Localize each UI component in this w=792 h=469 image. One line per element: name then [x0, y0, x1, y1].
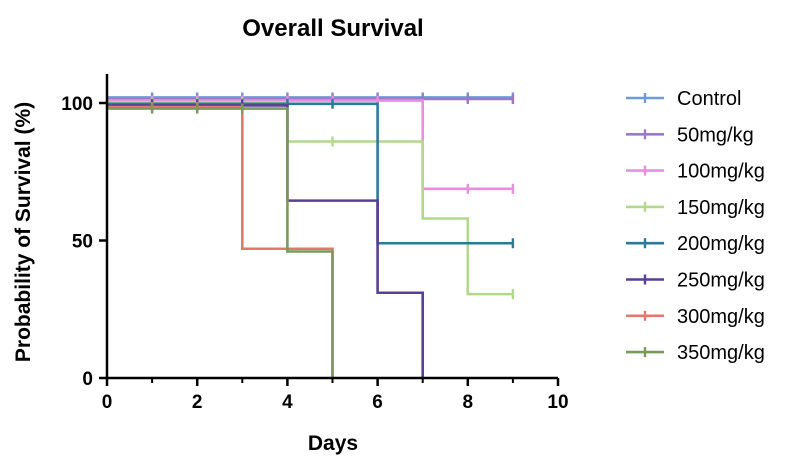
legend-label: 250mg/kg — [677, 270, 765, 292]
legend-label: Control — [677, 88, 741, 110]
y-axis-label: Probability of Survival (%) — [12, 102, 35, 362]
x-tick-label: 0 — [102, 392, 113, 413]
survival-line — [107, 100, 513, 296]
x-tick-label: 6 — [372, 392, 383, 413]
plot-lines — [107, 92, 515, 378]
x-tick-label: 8 — [463, 392, 474, 413]
survival-line — [107, 99, 513, 191]
series-200mg-kg — [107, 98, 515, 249]
y-tick-label: 0 — [82, 369, 93, 390]
chart-title: Overall Survival — [242, 15, 423, 42]
x-tick-label: 4 — [282, 392, 293, 413]
survival-line — [107, 102, 513, 245]
x-tick-label: 10 — [547, 392, 568, 413]
legend: Control 50mg/kg 100mg/kg 150mg/kg 200mg/kg 25… — [626, 88, 765, 364]
legend-item: 200mg/kg — [626, 233, 765, 255]
legend-item: 250mg/kg — [626, 270, 765, 292]
legend-label: 350mg/kg — [677, 342, 765, 364]
legend-label: 200mg/kg — [677, 233, 765, 255]
survival-line — [107, 104, 425, 378]
x-axis-label: Days — [308, 432, 358, 455]
series-150mg-kg — [107, 97, 515, 300]
series-300mg-kg — [107, 102, 334, 378]
legend-item: Control — [626, 88, 741, 110]
legend-item: 350mg/kg — [626, 342, 765, 364]
legend-item: 300mg/kg — [626, 306, 765, 328]
survival-line — [107, 105, 334, 378]
legend-item: 100mg/kg — [626, 161, 765, 183]
y-tick-label: 100 — [61, 94, 93, 115]
legend-label: 300mg/kg — [677, 306, 765, 328]
legend-label: 150mg/kg — [677, 197, 765, 219]
legend-label: 100mg/kg — [677, 161, 765, 183]
series-100mg-kg — [107, 95, 515, 194]
legend-label: 50mg/kg — [677, 124, 754, 146]
legend-item: 150mg/kg — [626, 197, 765, 219]
y-tick-label: 50 — [72, 232, 93, 253]
x-tick-label: 2 — [192, 392, 203, 413]
series-350mg-kg — [107, 103, 334, 378]
legend-item: 50mg/kg — [626, 124, 754, 146]
survival-line — [107, 107, 334, 378]
